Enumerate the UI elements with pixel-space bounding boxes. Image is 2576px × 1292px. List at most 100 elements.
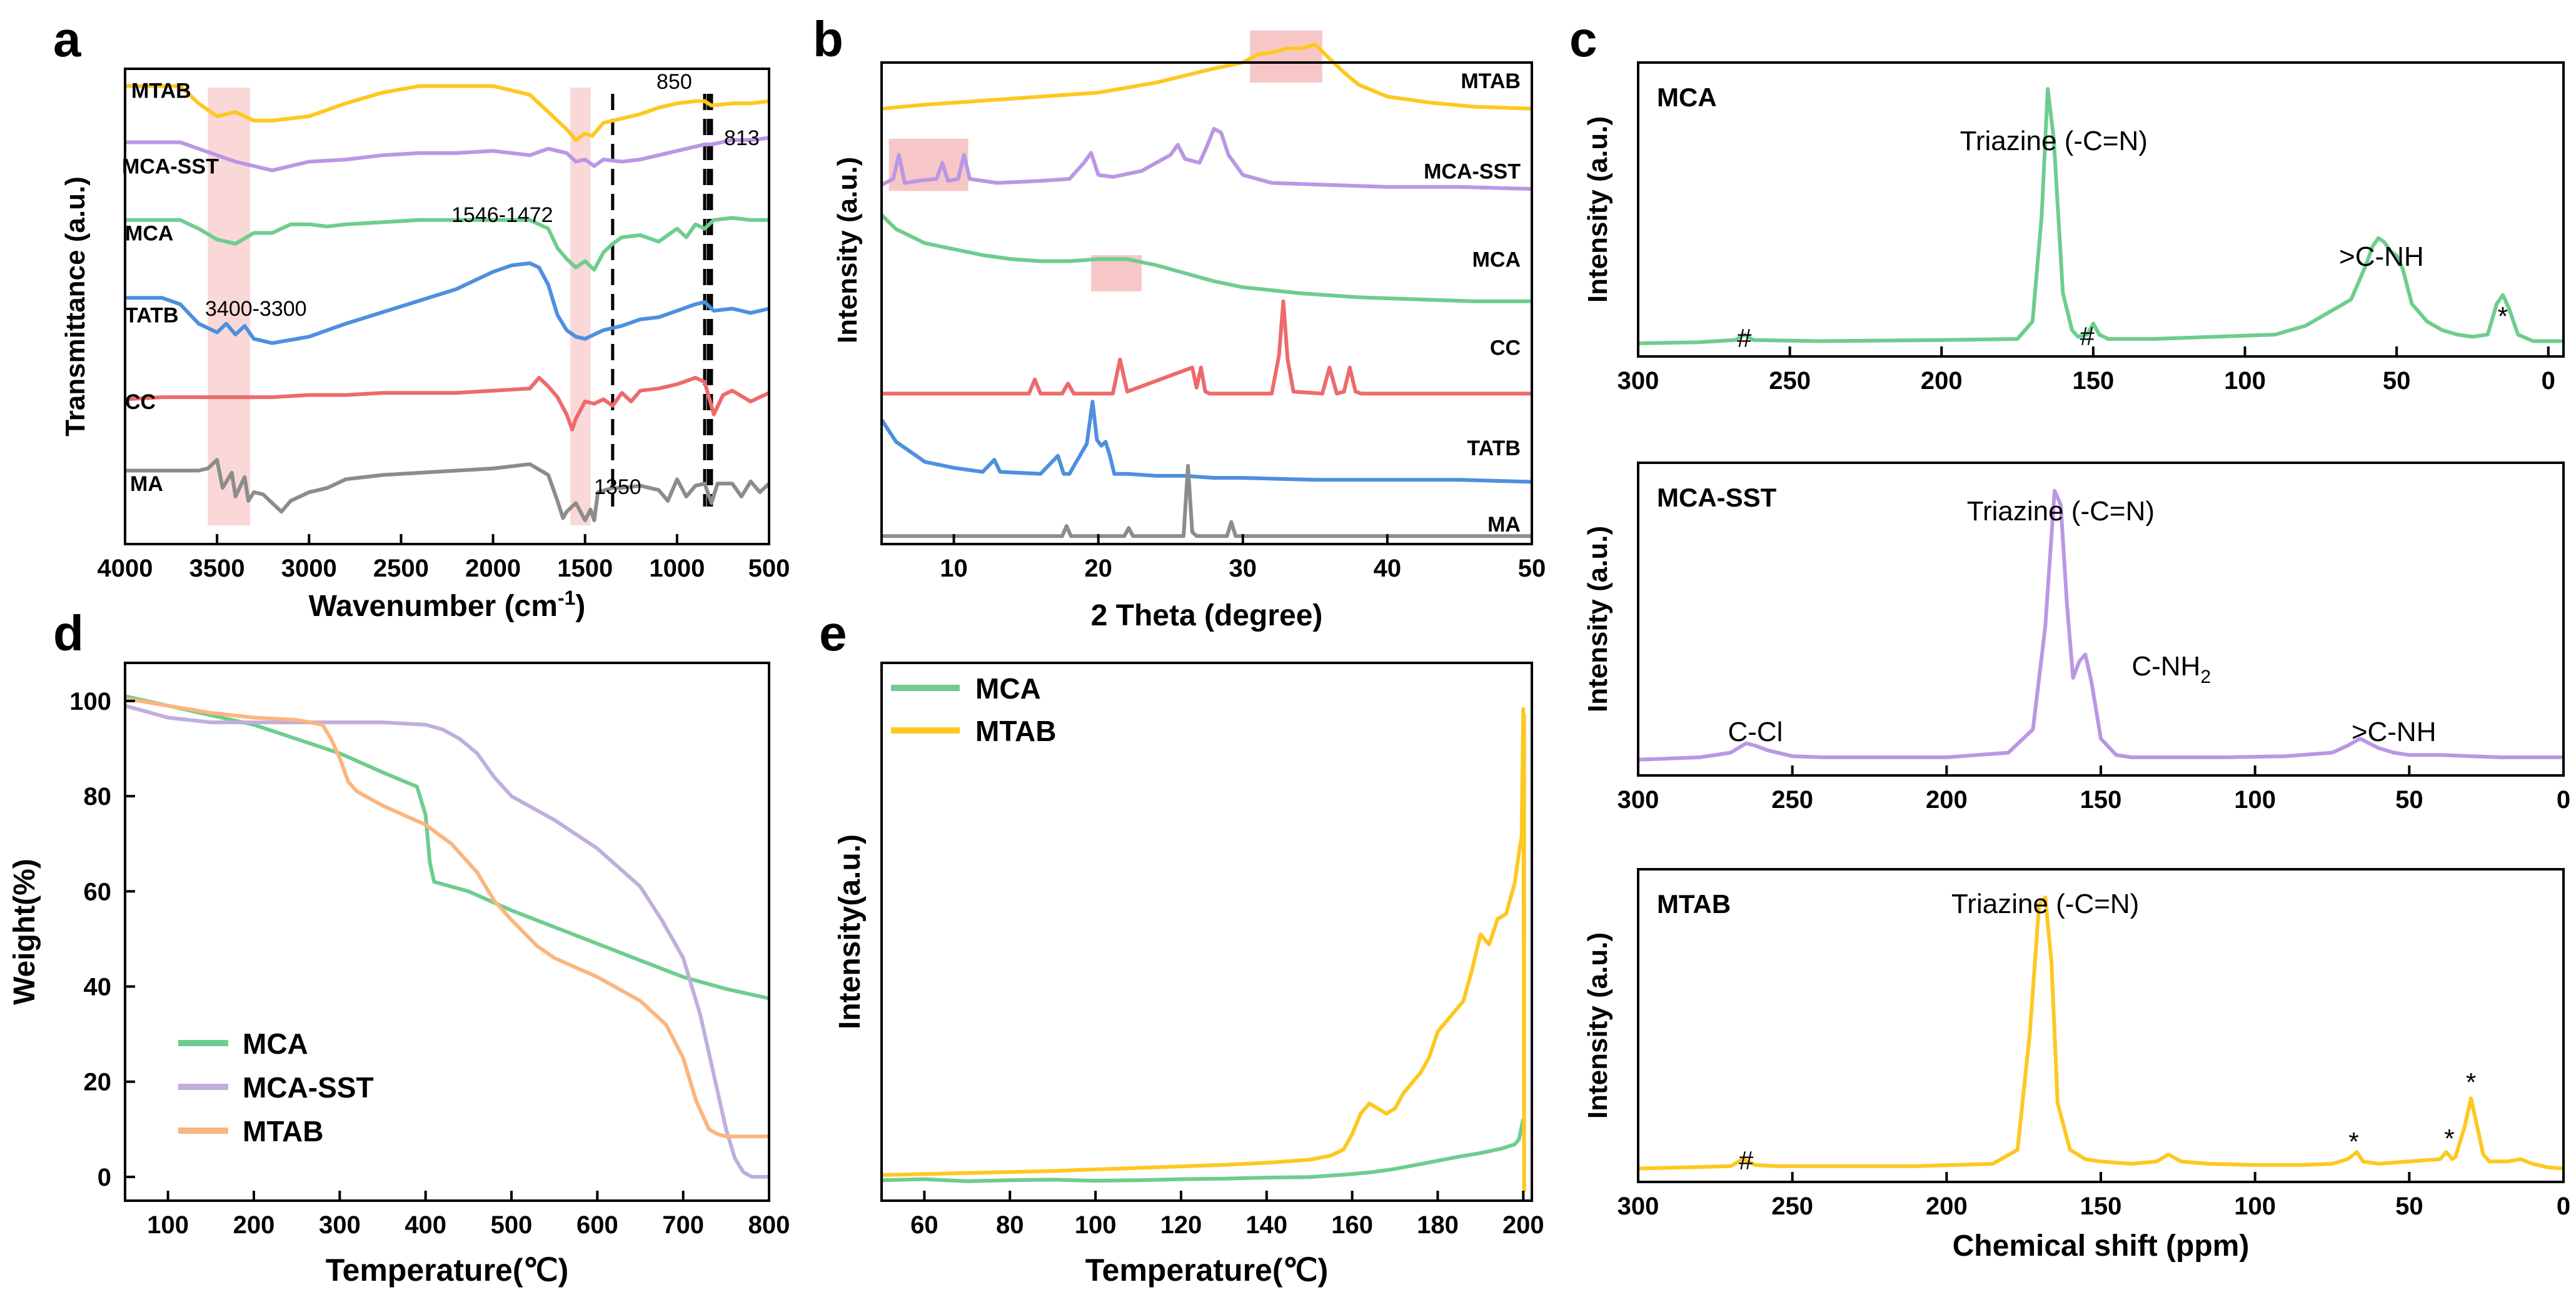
peak-label: >C-NH	[2339, 241, 2424, 272]
peak-label: C-Cl	[1728, 717, 1783, 747]
x-tick-label: 500	[748, 555, 790, 582]
series-line-mtab	[881, 707, 1526, 1193]
legend-label-mca: MCA	[975, 672, 1041, 705]
series-line-cc	[882, 299, 1532, 396]
x-tick-label: 300	[1618, 367, 1659, 395]
series-label-mca-sst: MCA-SST	[1424, 159, 1521, 183]
panel-label-e: e	[819, 605, 847, 661]
x-tick-label: 100	[2234, 786, 2276, 814]
peak-marker: #	[1737, 323, 1752, 353]
panel-title: MTAB	[1657, 889, 1731, 919]
legend-label-mca: MCA	[243, 1027, 308, 1060]
panel-title: MCA-SST	[1657, 483, 1777, 512]
peak-label-main: C-NH	[2131, 651, 2200, 682]
x-tick-label: 60	[910, 1211, 938, 1239]
x-axis-label: Chemical shift (ppm)	[1953, 1229, 2250, 1263]
x-tick-label: 200	[233, 1211, 275, 1239]
x-tick-label: 250	[1771, 1193, 1813, 1220]
x-tick-label: 140	[1245, 1211, 1287, 1239]
y-axis-label: Intensity (a.u.)	[1582, 116, 1613, 303]
series-label-tatb: TATB	[1467, 437, 1521, 460]
x-tick-label: 200	[1921, 367, 1963, 395]
legend-label-mca-sst: MCA-SST	[243, 1071, 374, 1104]
x-tick-label: 200	[1502, 1211, 1544, 1239]
x-axis-label-main: Wavenumber (cm	[309, 590, 558, 623]
panel-label-a: a	[53, 11, 81, 67]
x-tick-label: 50	[2395, 1193, 2423, 1220]
x-axis-label: Temperature(℃)	[326, 1253, 569, 1288]
legend-label-mtab: MTAB	[243, 1115, 323, 1148]
x-tick-label: 2000	[465, 555, 521, 582]
series-line-mca	[124, 694, 770, 1001]
peak-marker: #	[2080, 321, 2095, 351]
x-axis-label: Temperature(℃)	[1085, 1253, 1329, 1288]
peak-label-sub: 2	[2200, 667, 2211, 687]
y-axis-label: Intensity (a.u.)	[1582, 526, 1613, 712]
x-tick-label: 200	[1926, 786, 1968, 814]
panel-label-c1: c	[1569, 11, 1597, 67]
series-label-mca: MCA	[1472, 248, 1521, 271]
x-axis-label: Wavenumber (cm-1)	[309, 587, 586, 623]
series-line-mca-sst	[1638, 488, 2563, 762]
x-tick-label: 3500	[189, 555, 245, 582]
x-tick-label: 250	[1769, 367, 1811, 395]
x-tick-label: 100	[147, 1211, 189, 1239]
series-line-mtab	[125, 84, 770, 142]
panel-title: MCA	[1657, 83, 1717, 112]
legend-label-mtab: MTAB	[975, 715, 1056, 747]
x-tick-label: 100	[2234, 1193, 2276, 1220]
series-label-mca-sst: MCA-SST	[122, 154, 219, 178]
series-line-mca	[1638, 87, 2563, 345]
x-tick-label: 250	[1771, 786, 1813, 814]
x-tick-label: 30	[1229, 555, 1257, 582]
x-axis-label-sup: -1	[558, 587, 575, 609]
x-tick-label: 0	[2557, 1193, 2570, 1220]
annotation-peak: 813	[724, 126, 760, 150]
x-tick-label: 150	[2080, 786, 2122, 814]
y-axis-label: Intensity (a.u.)	[832, 157, 863, 343]
highlight-band	[570, 88, 591, 525]
x-tick-label: 200	[1926, 1193, 1968, 1220]
series-label-mtab: MTAB	[131, 79, 191, 103]
y-axis-label: Intensity (a.u.)	[1582, 932, 1613, 1119]
panel-label-d: d	[53, 605, 84, 661]
x-tick-label: 20	[1084, 555, 1112, 582]
annotation-range: 1546-1472	[451, 203, 553, 227]
annotation-range: 3400-3300	[205, 297, 307, 321]
plot-frame	[124, 662, 770, 1202]
peak-marker: *	[2444, 1124, 2454, 1153]
x-tick-label: 700	[662, 1211, 704, 1239]
series-line-mtab	[881, 43, 1532, 111]
peak-label: C-NH2	[2131, 651, 2211, 687]
y-tick-label: 20	[84, 1069, 112, 1096]
x-tick-label: 1500	[557, 555, 613, 582]
series-line-mca-sst	[880, 126, 1532, 191]
x-tick-label: 300	[1618, 1193, 1659, 1220]
series-label-ma: MA	[130, 472, 163, 496]
x-tick-label: 0	[2542, 367, 2555, 395]
series-label-cc: CC	[1490, 336, 1521, 360]
plot-frame	[1637, 61, 2565, 358]
peak-marker: *	[2348, 1127, 2358, 1156]
y-tick-label: 40	[84, 974, 112, 1001]
y-axis-label: Weight(%)	[8, 859, 41, 1005]
series-label-mca: MCA	[125, 221, 173, 245]
x-tick-label: 500	[491, 1211, 533, 1239]
x-tick-label: 2500	[373, 555, 429, 582]
y-tick-label: 80	[84, 783, 112, 810]
x-tick-label: 50	[1518, 555, 1546, 582]
series-line-ma	[125, 458, 771, 522]
series-line-mtab	[1638, 895, 2564, 1171]
x-tick-label: 800	[748, 1211, 790, 1239]
series-line-mca-sst	[125, 136, 770, 173]
x-tick-label: 600	[576, 1211, 618, 1239]
series-line-tatb	[125, 261, 770, 345]
peak-label: Triazine (-C=N)	[1967, 496, 2155, 527]
x-tick-label: 400	[405, 1211, 446, 1239]
x-tick-label: 80	[996, 1211, 1024, 1239]
x-tick-label: 300	[319, 1211, 361, 1239]
x-tick-label: 120	[1160, 1211, 1202, 1239]
x-tick-label: 160	[1331, 1211, 1373, 1239]
